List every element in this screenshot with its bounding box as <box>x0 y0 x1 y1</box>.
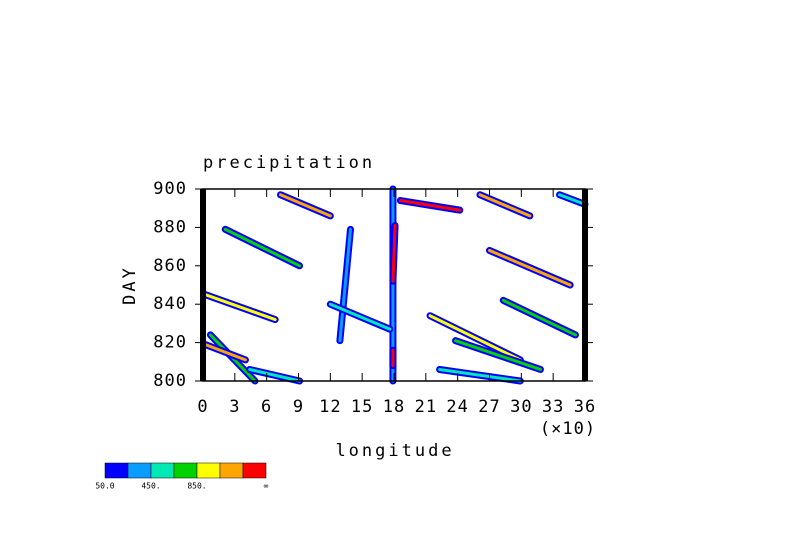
left-edge <box>200 189 206 381</box>
y-axis-label: DAY <box>120 265 140 305</box>
streak <box>558 193 587 206</box>
y-tick-label: 820 <box>153 333 187 353</box>
streak <box>223 227 302 268</box>
streak <box>248 367 302 383</box>
x-tick-label: 15 <box>351 397 373 417</box>
right-edge <box>582 189 588 381</box>
streak <box>428 314 522 362</box>
x-tick-label: 24 <box>446 397 468 417</box>
y-tick-label: 900 <box>153 179 187 199</box>
x-tick-label: 9 <box>293 397 304 417</box>
streak <box>478 193 532 218</box>
streak <box>391 223 397 283</box>
streak <box>328 302 392 331</box>
streak <box>488 248 572 287</box>
y-tick-label: 860 <box>153 256 187 276</box>
x-axis-label: longitude <box>335 441 454 461</box>
colorbar-swatch <box>150 462 175 479</box>
y-tick-label: 800 <box>153 371 187 391</box>
streak <box>501 298 577 337</box>
streak <box>203 343 247 362</box>
streak <box>454 339 542 371</box>
x-tick-label: 30 <box>510 397 532 417</box>
colorbar-swatch <box>127 462 152 479</box>
x-tick-label: 3 <box>229 397 240 417</box>
streak <box>203 293 277 322</box>
x-tick-label: 21 <box>415 397 437 417</box>
colorbar-swatch <box>219 462 244 479</box>
streak <box>438 367 522 383</box>
streak <box>398 199 462 212</box>
colorbar-label: 50.0 <box>95 482 114 491</box>
x-scale-note: (×10) <box>540 419 596 439</box>
colorbar-swatch <box>104 462 129 479</box>
x-tick-label: 27 <box>478 397 500 417</box>
x-tick-label: 6 <box>261 397 272 417</box>
x-tick-label: 36 <box>574 397 596 417</box>
colorbar-swatch <box>196 462 221 479</box>
colorbar-label: 850. <box>187 482 206 491</box>
x-tick-label: 12 <box>319 397 341 417</box>
streak <box>338 227 352 343</box>
colorbar-label: ∞ <box>264 482 269 491</box>
streak <box>278 193 332 218</box>
colorbar-swatch <box>242 462 267 479</box>
chart-title: precipitation <box>203 153 375 173</box>
x-tick-label: 0 <box>197 397 208 417</box>
y-tick-label: 880 <box>153 217 187 237</box>
x-tick-label: 18 <box>383 397 405 417</box>
x-tick-label: 33 <box>542 397 564 417</box>
colorbar-label: 450. <box>141 482 160 491</box>
colorbar-swatch <box>173 462 198 479</box>
y-tick-label: 840 <box>153 294 187 314</box>
